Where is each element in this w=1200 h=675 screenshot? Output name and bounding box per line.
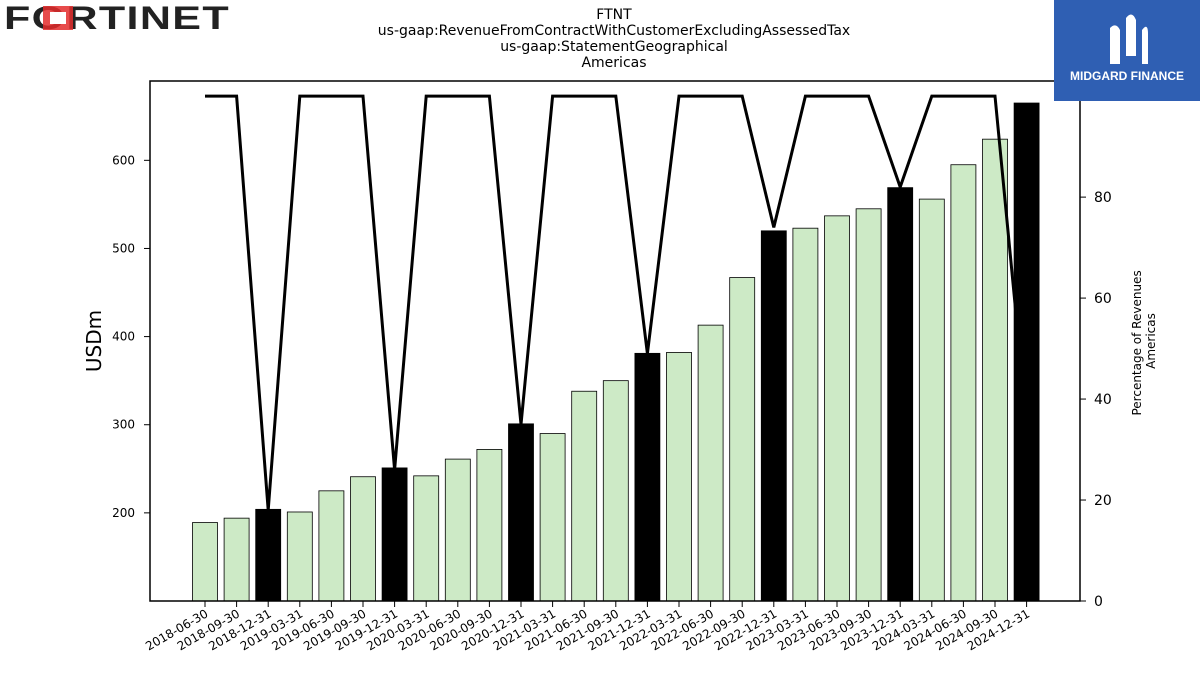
midgard-logo-text: MIDGARD FINANCE bbox=[1070, 69, 1184, 83]
plot-frame bbox=[149, 80, 1081, 602]
y-axis-label: USDm bbox=[82, 310, 106, 372]
bar-2021-03-31 bbox=[539, 433, 566, 602]
fortinet-logo-text: FORTINET bbox=[4, 2, 230, 34]
bar-2020-12-31 bbox=[508, 423, 534, 602]
bar-2021-12-31 bbox=[634, 352, 661, 602]
y-tick-label: 200 bbox=[112, 506, 135, 520]
y2-axis-label: Percentage of Revenues Americas bbox=[1130, 266, 1158, 415]
bar-2020-06-30 bbox=[444, 458, 471, 602]
bar-2024-06-30 bbox=[950, 164, 977, 602]
y2-axis-ticks: 020406080100 bbox=[1080, 89, 1121, 610]
y-tick-label: 400 bbox=[112, 330, 135, 344]
bar-2023-12-31 bbox=[887, 187, 914, 602]
bar-2020-09-30 bbox=[476, 449, 503, 602]
y2-tick-label: 0 bbox=[1094, 594, 1103, 610]
bar-2023-03-31 bbox=[792, 227, 819, 602]
x-axis-ticks: 2018-06-302018-09-302018-12-312019-03-31… bbox=[143, 601, 1032, 653]
y2-axis-label-line1: Percentage of Revenues bbox=[1130, 270, 1144, 415]
percentage-line bbox=[205, 94, 1029, 511]
fortinet-logo-mark-inner bbox=[50, 12, 66, 24]
bar-2018-12-31 bbox=[255, 508, 282, 602]
y2-tick-label: 80 bbox=[1094, 190, 1112, 206]
bar-2024-09-30 bbox=[982, 138, 1008, 602]
bar-2019-03-31 bbox=[286, 511, 313, 602]
bars bbox=[192, 102, 1040, 602]
bar-2019-09-30 bbox=[350, 476, 376, 602]
chart-title-line4: Americas bbox=[581, 55, 647, 71]
y-tick-label: 500 bbox=[112, 241, 135, 255]
y-axis-ticks: 200 300 400 500 600 bbox=[112, 153, 150, 520]
chart-title-line1: FTNT bbox=[596, 7, 632, 23]
chart-title-line2: us-gaap:RevenueFromContractWithCustomerE… bbox=[377, 23, 851, 39]
bar-2024-03-31 bbox=[918, 198, 945, 602]
fortinet-logo: FORTINET bbox=[4, 2, 230, 34]
chart-title: FTNT us-gaap:RevenueFromContractWithCust… bbox=[340, 7, 888, 71]
y-tick-label: 300 bbox=[112, 418, 135, 432]
y2-tick-label: 20 bbox=[1094, 493, 1112, 509]
bar-2020-03-31 bbox=[413, 475, 440, 602]
bar-2023-09-30 bbox=[855, 208, 882, 602]
bar-2021-09-30 bbox=[602, 380, 629, 602]
bar-2019-06-30 bbox=[318, 490, 345, 602]
midgard-finance-logo: MIDGARD FINANCE bbox=[1054, 0, 1200, 101]
bar-2022-12-31 bbox=[760, 230, 787, 602]
bar-2022-09-30 bbox=[729, 277, 756, 602]
bar-2018-06-30 bbox=[192, 522, 218, 602]
y2-tick-label: 60 bbox=[1094, 291, 1112, 307]
y2-axis-label-line2: Americas bbox=[1144, 313, 1158, 369]
bar-2024-12-31 bbox=[1013, 102, 1040, 602]
midgard-finance-logo-art: MIDGARD FINANCE bbox=[1070, 14, 1184, 83]
bar-2022-06-30 bbox=[697, 324, 724, 602]
chart-title-line3: us-gaap:StatementGeographical bbox=[500, 39, 728, 55]
bar-2019-12-31 bbox=[381, 467, 408, 602]
bar-2021-06-30 bbox=[571, 390, 598, 602]
y2-tick-label: 40 bbox=[1094, 392, 1112, 408]
bar-2023-06-30 bbox=[824, 215, 850, 602]
bar-2018-09-30 bbox=[223, 517, 250, 602]
midgard-logo-icon bbox=[1110, 14, 1148, 65]
bar-2022-03-31 bbox=[666, 352, 692, 602]
y-tick-label: 600 bbox=[112, 153, 135, 167]
